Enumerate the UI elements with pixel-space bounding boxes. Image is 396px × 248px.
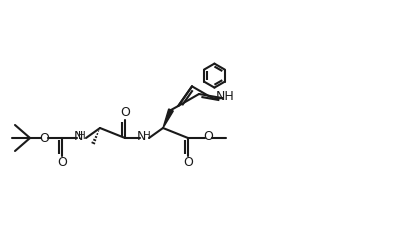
Text: H: H [143,131,151,141]
Text: N: N [73,130,83,144]
Polygon shape [163,109,173,128]
Text: O: O [183,156,193,169]
Text: O: O [39,131,49,145]
Text: N: N [136,130,146,144]
Text: O: O [57,156,67,169]
Text: O: O [120,106,130,120]
Text: H: H [78,131,86,141]
Text: O: O [203,130,213,144]
Text: NH: NH [215,90,234,103]
